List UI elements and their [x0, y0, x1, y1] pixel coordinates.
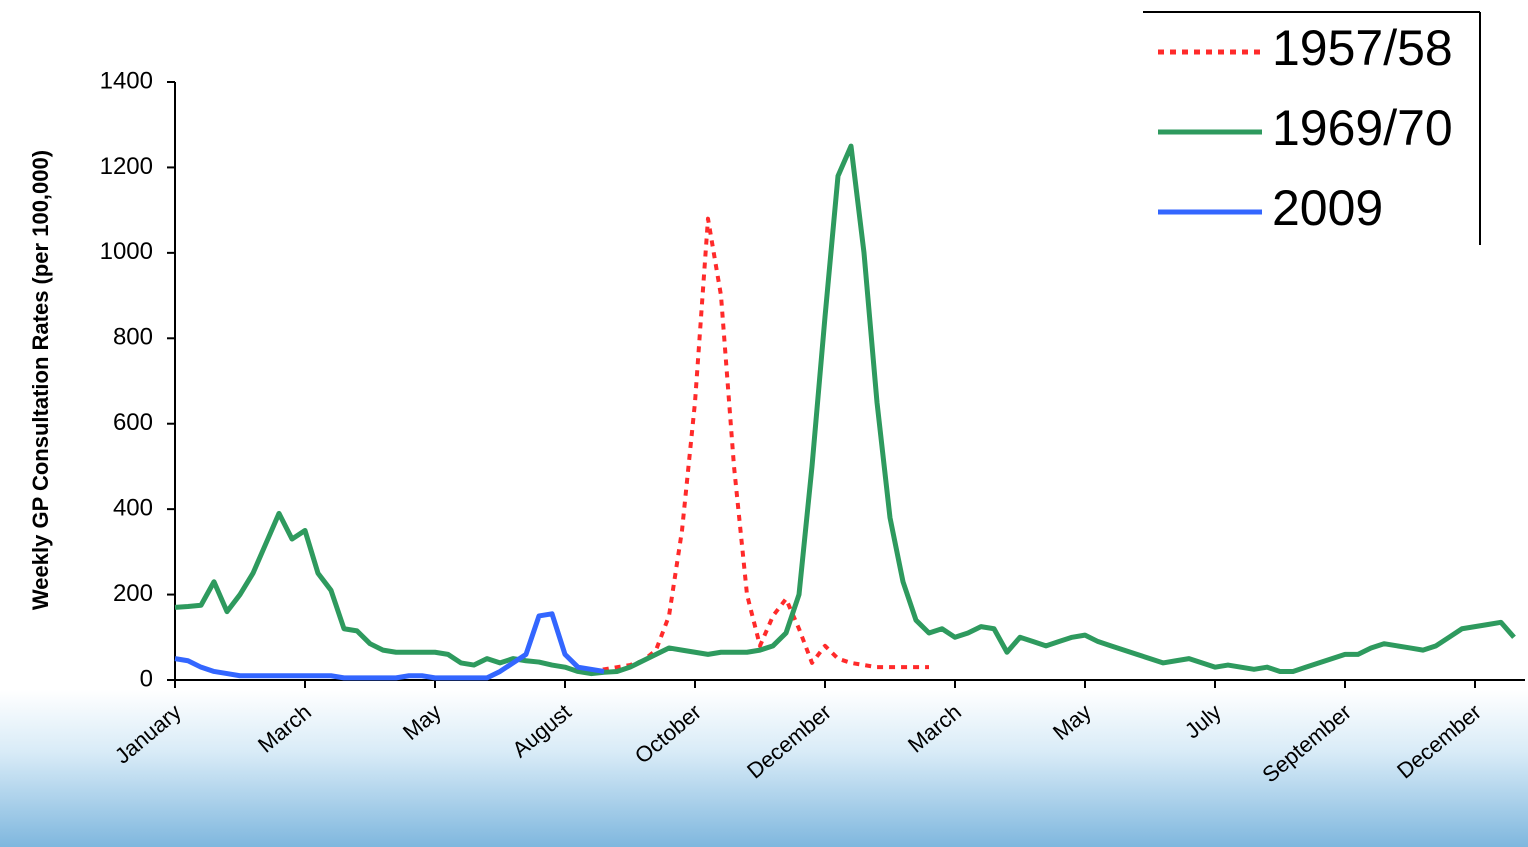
y-tick-label: 1200 [100, 153, 153, 180]
y-tick-label: 600 [113, 409, 153, 436]
background-band [0, 690, 1528, 847]
y-tick-label: 0 [140, 665, 153, 692]
series-line [174, 611, 605, 681]
legend-label: 2009 [1272, 180, 1383, 236]
y-tick-label: 800 [113, 324, 153, 351]
series-line [590, 216, 929, 674]
legend-label: 1969/70 [1272, 100, 1453, 156]
y-tick-label: 400 [113, 494, 153, 521]
y-tick-label: 1400 [100, 67, 153, 94]
y-tick-label: 200 [113, 580, 153, 607]
series-line [174, 143, 1516, 677]
y-axis-label: Weekly GP Consultation Rates (per 100,00… [28, 150, 53, 610]
legend-label: 1957/58 [1272, 20, 1453, 76]
y-tick-label: 1000 [100, 238, 153, 265]
